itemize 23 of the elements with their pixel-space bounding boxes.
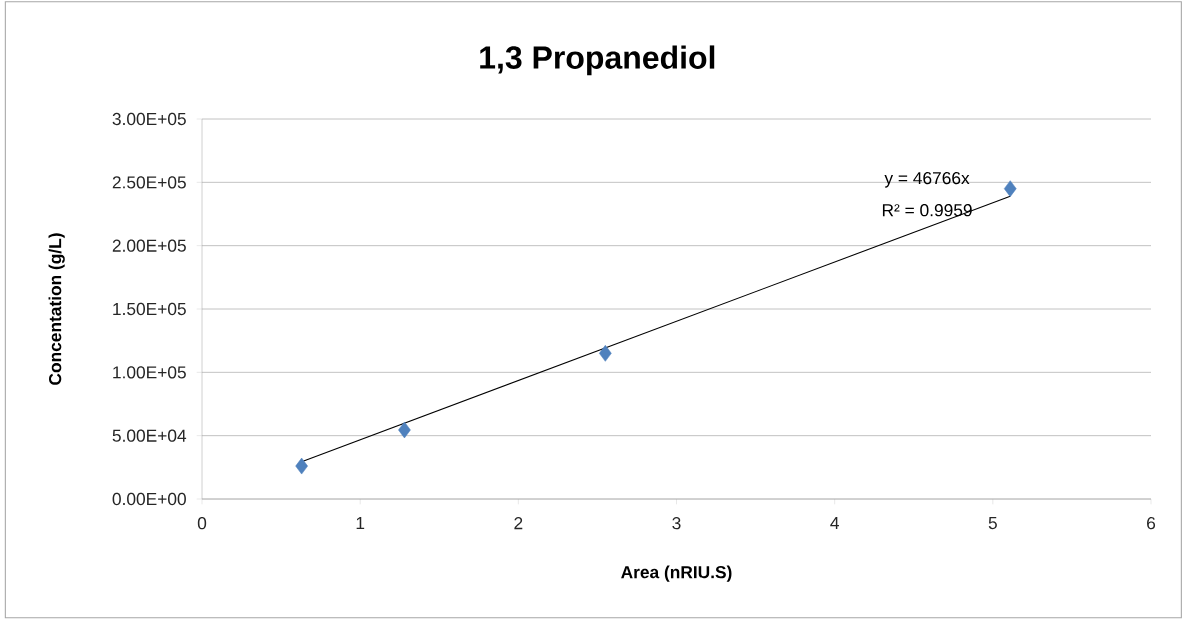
- y-tick-label: 1.50E+05: [113, 302, 186, 316]
- y-axis-title: Concentation (g/L): [48, 233, 65, 385]
- annotation: R² = 0.9959: [882, 204, 972, 217]
- x-axis-title: Area (nRIU.S): [621, 565, 732, 582]
- x-tick-label: 3: [672, 517, 681, 530]
- x-tick-label: 6: [1147, 517, 1156, 530]
- y-tick-label: 5.00E+04: [112, 429, 187, 442]
- y-tick-label: 3.00E+05: [112, 112, 186, 126]
- y-tick-label: 0.00E+00: [112, 492, 186, 506]
- point: [599, 345, 612, 362]
- y-tick-label: 2.00E+05: [112, 239, 186, 252]
- annotation: y = 46766x: [884, 171, 970, 188]
- point: [1003, 180, 1017, 197]
- x-tick-label: 1: [356, 517, 365, 529]
- point: [295, 457, 308, 475]
- x-tick-label: 4: [830, 517, 839, 529]
- y-tick-label: 2.50E+05: [112, 176, 186, 189]
- y-tick-label: 1.00E+05: [113, 366, 186, 379]
- x-tick-label: 2: [514, 517, 523, 530]
- chart-title: 1,3 Propanediol: [480, 45, 715, 76]
- x-tick-label: 0: [197, 517, 207, 530]
- x-tick-label: 5: [988, 517, 997, 530]
- point: [398, 421, 411, 439]
